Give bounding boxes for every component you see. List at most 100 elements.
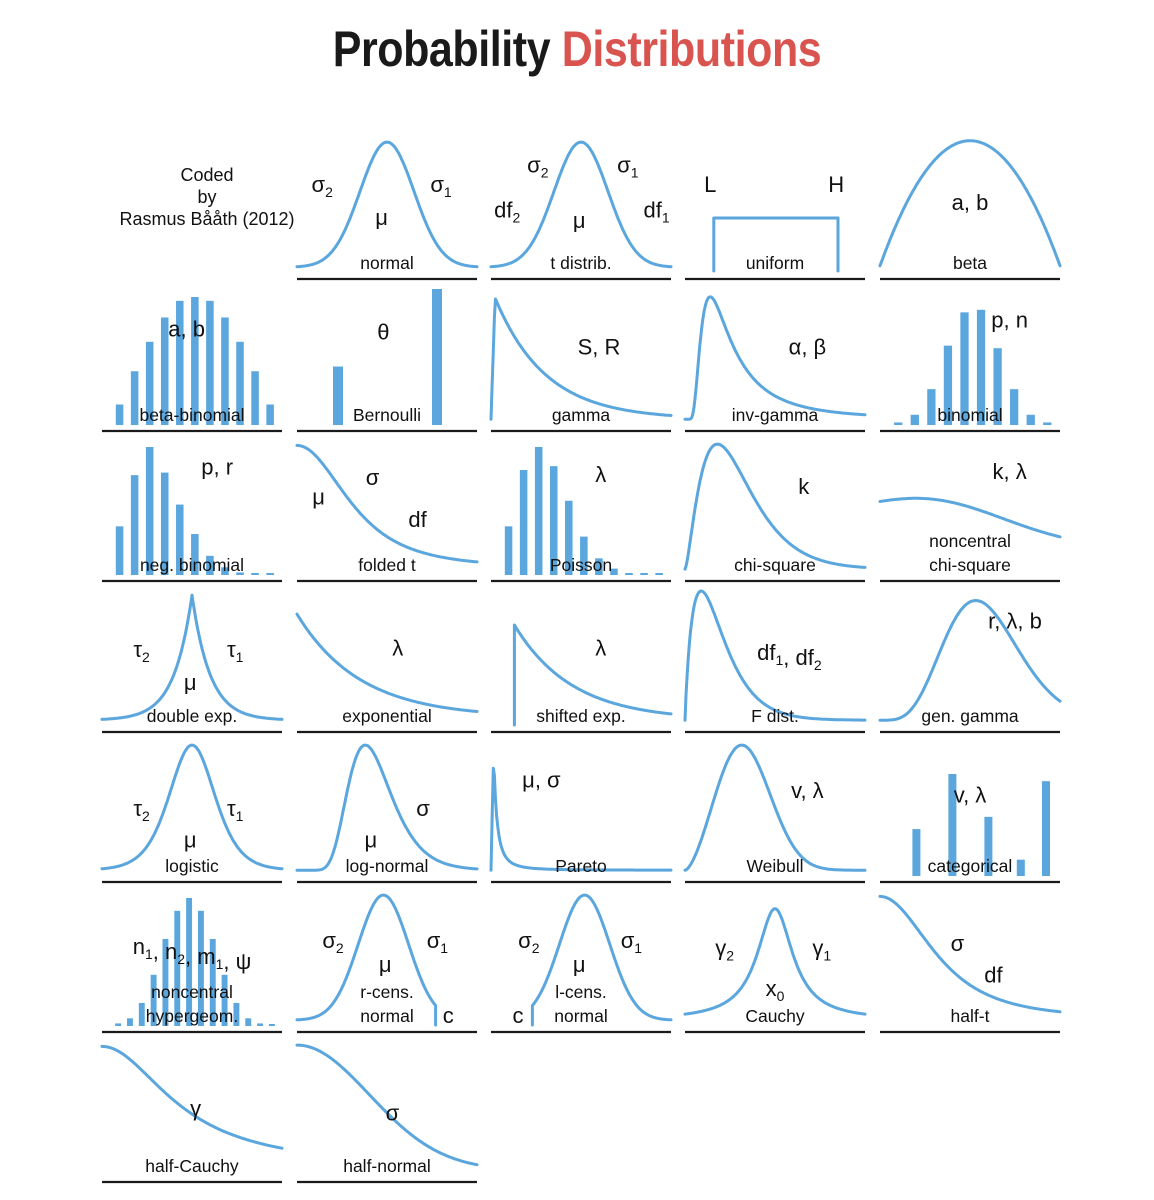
parameter-label: μ, σ: [522, 768, 561, 793]
pmf-bar: [221, 974, 228, 1026]
pmf-bar: [176, 504, 184, 575]
panel-half-t: half-t σdf: [878, 894, 1062, 1034]
pmf-bar: [145, 447, 154, 575]
distribution-label: gen. gamma: [921, 706, 1019, 726]
panel-f-dist: F dist. df1, df2: [683, 589, 867, 734]
pmf-bar: [266, 404, 274, 425]
parameter-label: μ: [312, 485, 325, 510]
distribution-label: logistic: [165, 856, 219, 876]
density-curve: [489, 297, 673, 421]
pmf-bar: [126, 1018, 133, 1026]
panel-noncentral-chi-square: noncentral chi-square k, λ: [878, 459, 1062, 583]
density-curve: [295, 743, 479, 872]
pmf-bar: [206, 300, 214, 425]
parameter-label: df1, df2: [757, 640, 822, 673]
pmf-bar: [191, 297, 199, 425]
panel-poisson: Poisson λ: [491, 447, 671, 583]
distribution-label: half-normal: [343, 1156, 431, 1176]
pmf-bar: [115, 526, 124, 575]
panel-categorical: categorical v, λ: [880, 774, 1060, 884]
credit-line-1: Coded: [180, 165, 234, 185]
parameter-label: τ1: [227, 796, 244, 824]
parameter-label: σ2: [518, 928, 540, 956]
distribution-label: chi-square: [734, 555, 816, 575]
page-title: Probability Distributions: [81, 20, 1073, 78]
panel-logistic: logistic τ2 τ1 μ: [100, 743, 284, 884]
pmf-bar: [150, 974, 157, 1026]
parameter-label: a, b: [952, 190, 989, 215]
pmf-bar: [233, 1002, 240, 1026]
pmf-bar: [595, 558, 603, 575]
pmf-bar: [1016, 859, 1025, 876]
parameter-label: r, λ, b: [988, 609, 1042, 634]
density-curve: [100, 1044, 284, 1150]
pmf-bar: [191, 534, 199, 575]
pmf-bar: [640, 573, 648, 575]
density-curve: [295, 1043, 479, 1167]
distribution-label: half-t: [951, 1006, 990, 1026]
density-curve: [878, 894, 1062, 1014]
panel-bernoulli: Bernoulli θ: [297, 289, 477, 433]
distribution-label: beta-binomial: [139, 405, 244, 425]
panel-chi-square: chi-square k: [683, 442, 867, 583]
distribution-label: hypergeom.: [146, 1006, 238, 1026]
pmf-bar: [160, 317, 169, 425]
parameter-label: σ2: [322, 928, 344, 956]
pmf-bar: [186, 898, 193, 1026]
parameter-label: τ1: [227, 637, 244, 665]
distribution-label: neg. binomial: [140, 555, 244, 575]
parameter-label: σ: [951, 931, 965, 956]
parameter-label: σ: [416, 796, 430, 821]
panel-folded-t: folded t μ σ df: [295, 443, 479, 583]
density-curve: [878, 496, 1062, 539]
parameter-label: τ2: [133, 796, 150, 824]
pmf-bar: [580, 536, 588, 575]
parameter-label: λ: [595, 462, 606, 487]
pmf-bar: [894, 422, 903, 425]
parameter-label: df: [408, 507, 427, 532]
parameter-label: λ: [392, 636, 403, 661]
parameter-label: μ: [573, 208, 586, 233]
distribution-label: categorical: [928, 856, 1013, 876]
panel-binomial: binomial p, n: [880, 308, 1060, 433]
pmf-bar: [221, 317, 229, 425]
parameter-label: H: [828, 172, 844, 197]
panel-gen-gamma: gen. gamma r, λ, b: [878, 599, 1062, 734]
distribution-label: folded t: [358, 555, 416, 575]
distribution-label: F dist.: [751, 706, 799, 726]
panel-l-cens-normal: l-cens. normal σ2 σ1 μ c: [491, 893, 673, 1034]
parameter-label: σ1: [617, 153, 639, 181]
parameter-label: σ1: [427, 928, 449, 956]
panel-cauchy: Cauchy γ2 γ1 x0: [683, 907, 867, 1034]
pmf-bar: [333, 366, 343, 425]
panel-t: t distrib. σ2 σ1 df2 μ df1: [489, 140, 673, 281]
pmf-bar: [655, 573, 663, 575]
parameter-label: p, r: [201, 455, 233, 480]
title-part-2: Distributions: [561, 21, 822, 77]
panel-beta-binomial: beta-binomial a, b: [102, 297, 282, 433]
parameter-label: σ2: [527, 153, 549, 181]
pmf-bar: [160, 472, 169, 575]
density-curve: [295, 443, 479, 564]
density-curve: [489, 140, 673, 269]
panel-weibull: Weibull v, λ: [683, 743, 867, 884]
pmf-bar: [948, 774, 957, 876]
pmf-bar: [251, 371, 259, 425]
pmf-bar: [268, 1024, 275, 1026]
distribution-label: Weibull: [746, 856, 803, 876]
parameter-label: df1: [644, 198, 670, 226]
panel-pareto: Pareto μ, σ: [489, 766, 673, 884]
distribution-label: half-Cauchy: [145, 1156, 239, 1176]
pmf-bar: [549, 466, 558, 575]
pmf-bar: [176, 300, 184, 425]
pmf-bar: [236, 341, 244, 425]
pmf-bar: [236, 572, 244, 575]
distribution-label: log-normal: [346, 856, 429, 876]
pmf-bar: [266, 573, 274, 575]
title-part-1: Probability: [332, 21, 551, 77]
pmf-bar: [984, 816, 993, 876]
panel-half-cauchy: half-Cauchy γ: [100, 1044, 284, 1184]
distribution-label: inv-gamma: [732, 405, 819, 425]
pmf-bar: [115, 1023, 122, 1026]
